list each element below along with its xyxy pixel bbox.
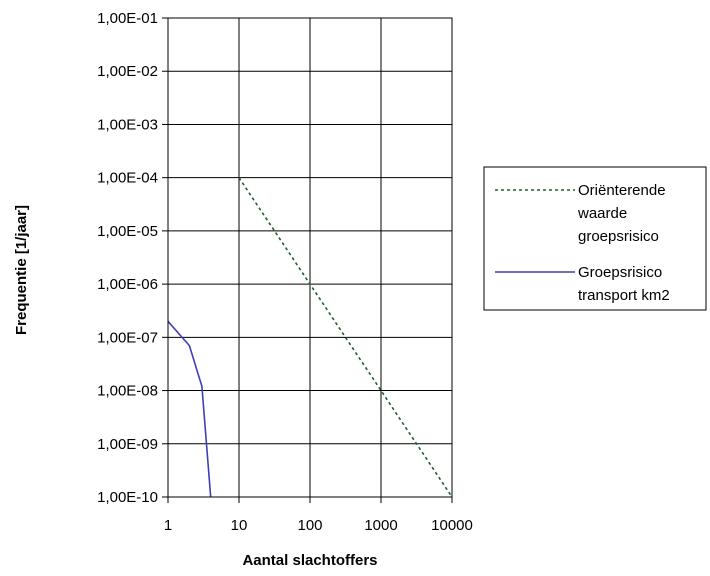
y-tick-label: 1,00E-01 xyxy=(97,10,158,27)
x-tick-label: 100 xyxy=(297,517,322,534)
series-layer xyxy=(167,177,453,498)
legend-label: waarde xyxy=(577,205,627,222)
y-axis-ticks: 1,00E-01 1,00E-02 1,00E-03 1,00E-04 1,00E-05… xyxy=(97,10,168,506)
grid xyxy=(167,17,453,498)
y-axis-title: Frequentie [1/jaar] xyxy=(13,205,30,335)
y-tick-label: 1,00E-07 xyxy=(97,329,158,346)
y-tick-label: 1,00E-10 xyxy=(97,489,158,506)
legend: Oriënterende waarde groepsrisico Groepsrisi… xyxy=(483,166,707,311)
x-tick-label: 10 xyxy=(231,517,248,534)
x-axis-title: Aantal slachtoffers xyxy=(242,552,377,569)
y-tick-label: 1,00E-05 xyxy=(97,223,158,240)
series-line-orienterende-waarde xyxy=(238,177,453,498)
y-tick-label: 1,00E-04 xyxy=(97,170,158,187)
series-line-groepsrisico-transport xyxy=(167,320,212,498)
x-tick-label: 1 xyxy=(164,517,172,534)
y-tick-label: 1,00E-06 xyxy=(97,276,158,293)
legend-label: groepsrisico xyxy=(578,228,659,245)
x-axis-ticks: 1 10 100 1000 10000 xyxy=(164,497,473,534)
legend-label: Groepsrisico xyxy=(578,264,662,281)
legend-label: transport km2 xyxy=(578,287,670,304)
x-tick-label: 1000 xyxy=(364,517,397,534)
y-tick-label: 1,00E-03 xyxy=(97,116,158,133)
x-tick-label: 10000 xyxy=(431,517,473,534)
y-tick-label: 1,00E-09 xyxy=(97,436,158,453)
y-tick-label: 1,00E-08 xyxy=(97,383,158,400)
legend-box xyxy=(483,166,707,311)
y-tick-label: 1,00E-02 xyxy=(97,63,158,80)
legend-label: Oriënterende xyxy=(578,182,666,199)
